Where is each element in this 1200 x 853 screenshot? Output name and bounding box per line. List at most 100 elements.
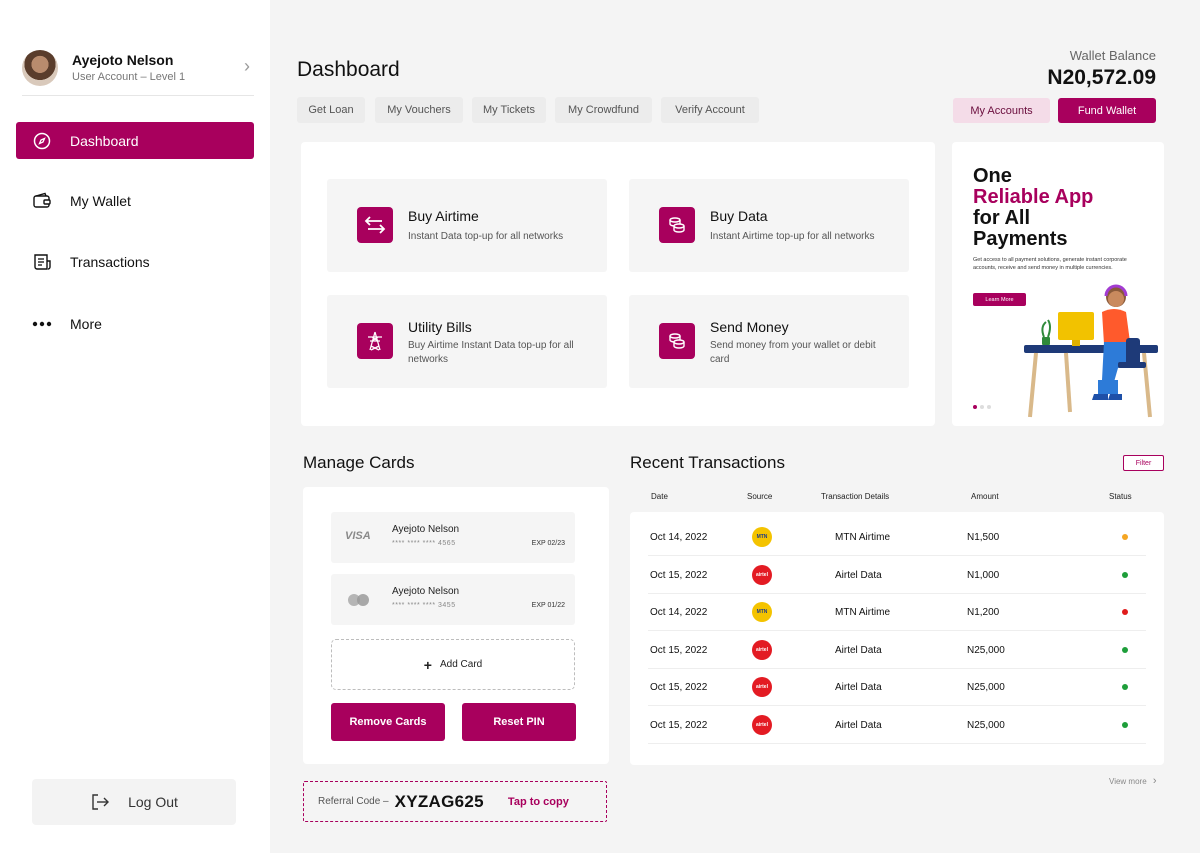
tx-detail: Airtel Data	[835, 569, 882, 581]
logout-label: Log Out	[128, 794, 178, 810]
power-tower-icon	[357, 323, 393, 359]
chevron-right-icon[interactable]: ›	[244, 56, 250, 76]
view-more-link[interactable]: View more ›	[1109, 775, 1157, 787]
logout-icon	[90, 792, 110, 812]
service-buy-airtime[interactable]: Buy Airtime Instant Data top-up for all …	[327, 179, 607, 272]
column-header-date: Date	[651, 492, 668, 501]
service-title: Buy Airtime	[408, 208, 479, 224]
tx-date: Oct 14, 2022	[650, 532, 708, 543]
promo-title-accent: Reliable App	[973, 186, 1094, 208]
chevron-right-icon: ›	[1152, 775, 1157, 787]
add-card-button[interactable]: + Add Card	[331, 639, 575, 690]
carousel-dots[interactable]	[973, 405, 991, 409]
sidebar-item-dashboard[interactable]: Dashboard	[16, 122, 254, 159]
card-expiry: EXP 02/23	[531, 540, 565, 547]
service-title: Send Money	[710, 319, 789, 335]
visa-logo: VISA	[345, 530, 371, 542]
referral-box: Referral Code – XYZAG625 Tap to copy	[303, 781, 607, 822]
filter-button[interactable]: Filter	[1123, 455, 1164, 471]
tab-verify-account[interactable]: Verify Account	[661, 97, 759, 123]
learn-more-button[interactable]: Learn More	[973, 293, 1026, 306]
column-header-source: Source	[747, 492, 773, 501]
sidebar-item-label: More	[70, 315, 102, 332]
promo-banner: One Reliable App for All Payments Get ac…	[952, 142, 1164, 426]
tx-date: Oct 15, 2022	[650, 719, 708, 731]
tx-detail: MTN Airtime	[835, 607, 890, 618]
profile-header[interactable]: Ayejoto Nelson User Account – Level 1 ›	[22, 48, 254, 96]
tx-detail: MTN Airtime	[835, 532, 890, 543]
table-row[interactable]: Oct 15, 2022 airtel Airtel Data N25,000	[648, 669, 1146, 706]
recent-transactions-title: Recent Transactions	[630, 453, 785, 472]
reset-pin-button[interactable]: Reset PIN	[462, 703, 576, 741]
sidebar-item-label: Dashboard	[70, 132, 139, 149]
tx-date: Oct 14, 2022	[650, 607, 708, 618]
service-title: Utility Bills	[408, 319, 472, 335]
profile-level: User Account – Level 1	[72, 71, 186, 83]
table-row[interactable]: Oct 14, 2022 MTN MTN Airtime N1,200	[648, 594, 1146, 631]
coins-icon	[659, 323, 695, 359]
sidebar-item-wallet[interactable]: My Wallet	[16, 182, 254, 219]
promo-description: Get access to all payment solutions, gen…	[973, 257, 1127, 271]
service-send-money[interactable]: Send Money Send money from your wallet o…	[629, 295, 909, 388]
referral-label: Referral Code –	[318, 796, 389, 807]
tab-my-tickets[interactable]: My Tickets	[472, 97, 546, 123]
service-buy-data[interactable]: Buy Data Instant Airtime top-up for all …	[629, 179, 909, 272]
promo-title-line: for All	[973, 207, 1031, 229]
tx-amount: N1,500	[967, 532, 1000, 543]
airtel-logo-icon: airtel	[752, 714, 772, 735]
manage-cards-panel: VISA Ayejoto Nelson **** **** **** 4565 …	[303, 487, 609, 764]
service-utility-bills[interactable]: Utility Bills Buy Airtime Instant Data t…	[327, 295, 607, 388]
tab-my-crowdfund[interactable]: My Crowdfund	[555, 97, 652, 123]
tap-to-copy-link[interactable]: Tap to copy	[507, 795, 569, 808]
fund-wallet-button[interactable]: Fund Wallet	[1058, 98, 1156, 123]
tx-amount: N25,000	[967, 682, 1005, 693]
airtel-logo-icon: airtel	[752, 639, 772, 660]
carousel-dot[interactable]	[980, 405, 984, 409]
service-desc: Instant Airtime top-up for all networks	[710, 231, 875, 242]
carousel-dot[interactable]	[987, 405, 991, 409]
tx-amount: N25,000	[967, 719, 1005, 731]
card-number: **** **** **** 4565	[392, 540, 456, 547]
status-indicator	[1122, 534, 1128, 540]
column-header-status: Status	[1109, 492, 1132, 501]
card-number: **** **** **** 3455	[392, 602, 456, 609]
tx-detail: Airtel Data	[835, 682, 882, 693]
promo-title: One Reliable App for All Payments	[973, 166, 1153, 250]
carousel-dot-active[interactable]	[973, 405, 977, 409]
mtn-logo-icon: MTN	[752, 602, 772, 622]
tx-amount: N1,200	[967, 607, 1000, 618]
table-row[interactable]: Oct 14, 2022 MTN MTN Airtime N1,500	[648, 519, 1146, 556]
table-row[interactable]: Oct 15, 2022 airtel Airtel Data N1,000	[648, 557, 1146, 594]
card-expiry: EXP 01/22	[531, 602, 565, 609]
table-row[interactable]: Oct 15, 2022 airtel Airtel Data N25,000	[648, 707, 1146, 744]
sidebar-item-more[interactable]: More	[16, 305, 254, 342]
logout-button[interactable]: Log Out	[32, 779, 236, 825]
receipt-icon	[32, 252, 52, 272]
tab-my-vouchers[interactable]: My Vouchers	[375, 97, 463, 123]
more-dots-icon	[32, 314, 52, 334]
card-item-mastercard[interactable]: Ayejoto Nelson **** **** **** 3455 EXP 0…	[331, 574, 575, 625]
referral-code: XYZAG625	[394, 791, 484, 811]
wallet-balance-label: Wallet Balance	[1069, 48, 1156, 63]
service-desc: Send money from your wallet or debit car…	[710, 340, 876, 365]
airtel-logo-icon: airtel	[752, 677, 772, 697]
manage-cards-title: Manage Cards	[303, 453, 415, 472]
tx-amount: N1,000	[967, 569, 1000, 581]
mastercard-logo	[348, 594, 369, 606]
status-indicator	[1122, 571, 1128, 578]
coins-icon	[659, 207, 695, 243]
tab-get-loan[interactable]: Get Loan	[297, 97, 365, 123]
status-indicator	[1122, 684, 1128, 690]
column-header-details: Transaction Details	[821, 492, 890, 501]
card-item-visa[interactable]: VISA Ayejoto Nelson **** **** **** 4565 …	[331, 512, 575, 563]
profile-name: Ayejoto Nelson	[72, 52, 174, 68]
wallet-balance-amount: N20,572.09	[1047, 66, 1156, 89]
sidebar: Ayejoto Nelson User Account – Level 1 › …	[0, 0, 270, 853]
promo-title-line: Payments	[973, 228, 1068, 250]
my-accounts-button[interactable]: My Accounts	[953, 98, 1050, 123]
remove-cards-button[interactable]: Remove Cards	[331, 703, 445, 741]
wallet-icon	[32, 191, 52, 211]
sidebar-item-transactions[interactable]: Transactions	[16, 243, 254, 280]
table-row[interactable]: Oct 15, 2022 airtel Airtel Data N25,000	[648, 632, 1146, 669]
service-title: Buy Data	[710, 208, 768, 224]
